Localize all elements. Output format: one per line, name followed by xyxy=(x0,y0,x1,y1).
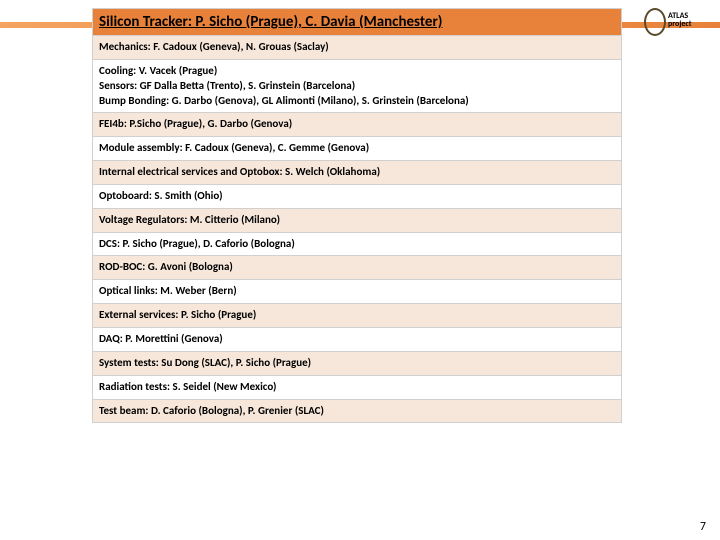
table-row: Radiation tests: S. Seidel (New Mexico) xyxy=(92,376,622,400)
table-row-line: Mechanics: F. Cadoux (Geneva), N. Grouas… xyxy=(99,40,615,55)
logo-sub: project xyxy=(668,19,692,29)
table-row-line: Radiation tests: S. Seidel (New Mexico) xyxy=(99,380,615,395)
atlas-logo: ATLAS project xyxy=(644,6,704,42)
logo-ring-icon xyxy=(644,8,666,36)
table-row: Voltage Regulators: M. Citterio (Milano) xyxy=(92,209,622,233)
slide: ATLAS project Silicon Tracker: P. Sicho … xyxy=(0,0,720,540)
table-row-line: DCS: P. Sicho (Prague), D. Caforio (Bolo… xyxy=(99,237,615,252)
table-row-line: Internal electrical services and Optobox… xyxy=(99,165,615,180)
responsibility-table: Mechanics: F. Cadoux (Geneva), N. Grouas… xyxy=(92,36,622,423)
table-row: Test beam: D. Caforio (Bologna), P. Gren… xyxy=(92,400,622,424)
table-row-line: Sensors: GF Dalla Betta (Trento), S. Gri… xyxy=(99,79,615,94)
table-row-line: System tests: Su Dong (SLAC), P. Sicho (… xyxy=(99,356,615,371)
table-row: External services: P. Sicho (Prague) xyxy=(92,304,622,328)
table-row-line: DAQ: P. Morettini (Genova) xyxy=(99,332,615,347)
table-row-line: FEI4b: P.Sicho (Prague), G. Darbo (Genov… xyxy=(99,117,615,132)
table-row: Cooling: V. Vacek (Prague)Sensors: GF Da… xyxy=(92,60,622,114)
table-row: Optoboard: S. Smith (Ohio) xyxy=(92,185,622,209)
table-row-line: Optoboard: S. Smith (Ohio) xyxy=(99,189,615,204)
table-row-line: Test beam: D. Caforio (Bologna), P. Gren… xyxy=(99,404,615,419)
page-title: Silicon Tracker: P. Sicho (Prague), C. D… xyxy=(92,8,622,36)
page-number: 7 xyxy=(700,520,706,534)
table-row-line: ROD-BOC: G. Avoni (Bologna) xyxy=(99,260,615,275)
table-row-line: Cooling: V. Vacek (Prague) xyxy=(99,64,615,79)
table-row-line: Voltage Regulators: M. Citterio (Milano) xyxy=(99,213,615,228)
table-row: Optical links: M. Weber (Bern) xyxy=(92,280,622,304)
table-row-line: Module assembly: F. Cadoux (Geneva), C. … xyxy=(99,141,615,156)
table-row: System tests: Su Dong (SLAC), P. Sicho (… xyxy=(92,352,622,376)
table-row: Mechanics: F. Cadoux (Geneva), N. Grouas… xyxy=(92,36,622,60)
table-row-line: Bump Bonding: G. Darbo (Genova), GL Alim… xyxy=(99,94,615,109)
table-row: DCS: P. Sicho (Prague), D. Caforio (Bolo… xyxy=(92,233,622,257)
table-row-line: Optical links: M. Weber (Bern) xyxy=(99,284,615,299)
table-row-line: External services: P. Sicho (Prague) xyxy=(99,308,615,323)
logo-text: ATLAS project xyxy=(668,12,692,28)
table-row: FEI4b: P.Sicho (Prague), G. Darbo (Genov… xyxy=(92,113,622,137)
table-row: ROD-BOC: G. Avoni (Bologna) xyxy=(92,256,622,280)
table-row: Module assembly: F. Cadoux (Geneva), C. … xyxy=(92,137,622,161)
table-row: Internal electrical services and Optobox… xyxy=(92,161,622,185)
table-row: DAQ: P. Morettini (Genova) xyxy=(92,328,622,352)
